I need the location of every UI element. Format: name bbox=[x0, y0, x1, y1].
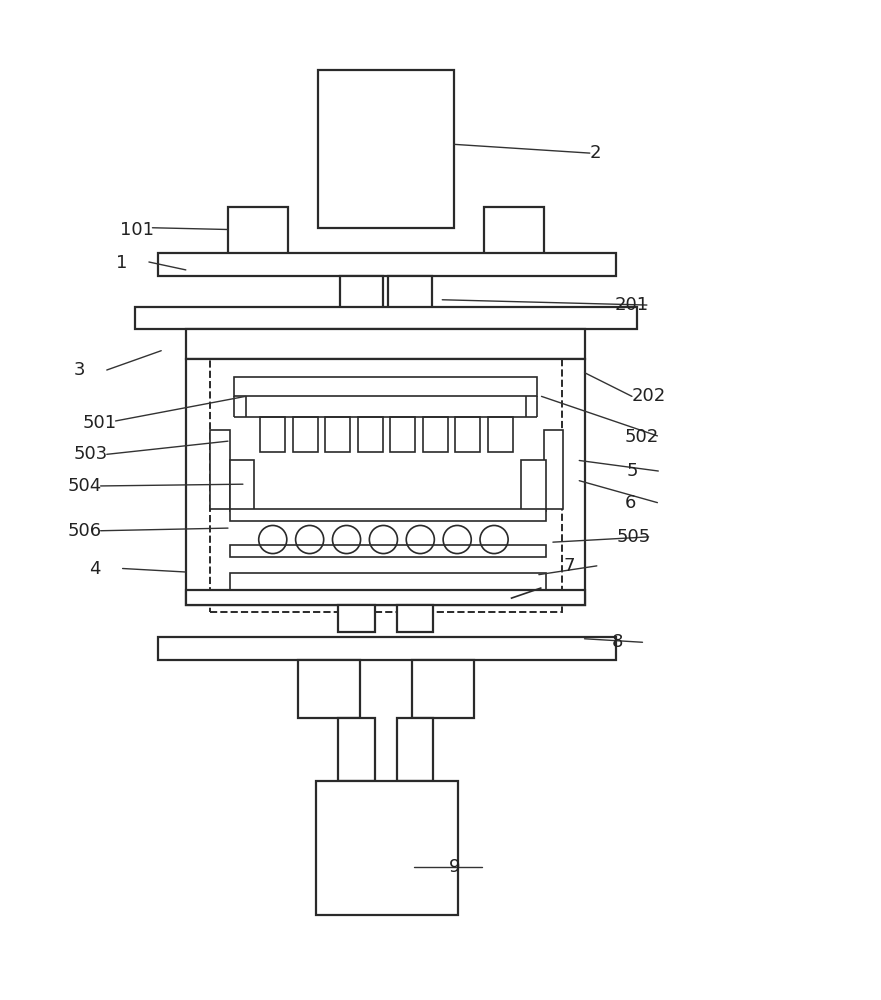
Text: 506: 506 bbox=[67, 522, 101, 540]
FancyBboxPatch shape bbox=[544, 430, 564, 509]
Text: 503: 503 bbox=[73, 445, 107, 463]
FancyBboxPatch shape bbox=[488, 417, 513, 452]
Text: 2: 2 bbox=[589, 144, 602, 162]
Text: 8: 8 bbox=[611, 633, 623, 651]
FancyBboxPatch shape bbox=[230, 509, 546, 521]
FancyBboxPatch shape bbox=[325, 417, 350, 452]
FancyBboxPatch shape bbox=[315, 781, 458, 915]
FancyBboxPatch shape bbox=[230, 573, 546, 592]
Text: 202: 202 bbox=[632, 387, 666, 405]
FancyBboxPatch shape bbox=[388, 276, 432, 309]
Text: 7: 7 bbox=[564, 557, 575, 575]
FancyBboxPatch shape bbox=[261, 417, 285, 452]
FancyBboxPatch shape bbox=[337, 605, 374, 632]
FancyBboxPatch shape bbox=[293, 417, 317, 452]
FancyBboxPatch shape bbox=[135, 307, 637, 329]
Text: 1: 1 bbox=[115, 254, 127, 272]
FancyBboxPatch shape bbox=[186, 329, 585, 359]
FancyBboxPatch shape bbox=[230, 545, 546, 557]
FancyBboxPatch shape bbox=[234, 377, 537, 396]
FancyBboxPatch shape bbox=[211, 430, 230, 509]
FancyBboxPatch shape bbox=[158, 637, 616, 660]
Text: 501: 501 bbox=[82, 414, 116, 432]
FancyBboxPatch shape bbox=[337, 718, 374, 781]
Text: 502: 502 bbox=[625, 428, 659, 446]
FancyBboxPatch shape bbox=[396, 718, 433, 781]
Text: 201: 201 bbox=[614, 296, 648, 314]
FancyBboxPatch shape bbox=[299, 660, 359, 718]
FancyBboxPatch shape bbox=[186, 359, 585, 605]
Text: 4: 4 bbox=[89, 560, 100, 578]
FancyBboxPatch shape bbox=[317, 70, 454, 228]
FancyBboxPatch shape bbox=[412, 660, 474, 718]
FancyBboxPatch shape bbox=[230, 460, 255, 511]
Text: 5: 5 bbox=[626, 462, 638, 480]
FancyBboxPatch shape bbox=[390, 417, 415, 452]
FancyBboxPatch shape bbox=[455, 417, 480, 452]
Text: 101: 101 bbox=[120, 221, 154, 239]
Text: 3: 3 bbox=[73, 361, 85, 379]
FancyBboxPatch shape bbox=[522, 460, 546, 511]
Text: 6: 6 bbox=[625, 494, 636, 512]
FancyBboxPatch shape bbox=[396, 605, 433, 632]
Text: 505: 505 bbox=[616, 528, 650, 546]
FancyBboxPatch shape bbox=[186, 590, 585, 605]
FancyBboxPatch shape bbox=[358, 417, 382, 452]
FancyBboxPatch shape bbox=[423, 417, 448, 452]
FancyBboxPatch shape bbox=[339, 276, 383, 309]
FancyBboxPatch shape bbox=[158, 253, 616, 276]
FancyBboxPatch shape bbox=[228, 207, 288, 258]
FancyBboxPatch shape bbox=[485, 207, 544, 258]
Text: 9: 9 bbox=[449, 858, 461, 876]
Text: 504: 504 bbox=[67, 477, 101, 495]
